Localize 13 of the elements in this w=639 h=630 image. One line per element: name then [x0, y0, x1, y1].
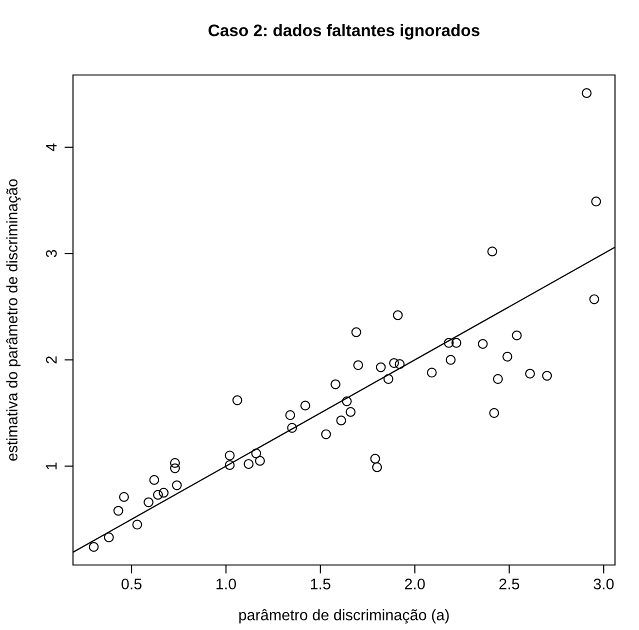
x-axis-title: parâmetro de discriminação (a) [239, 609, 449, 624]
x-tick-label: 2.5 [499, 578, 520, 590]
y-tick-label: 4 [46, 143, 57, 152]
y-tick-label: 1 [46, 462, 57, 470]
x-tick-label: 3.0 [594, 578, 614, 590]
y-tick-label: 3 [46, 250, 57, 258]
y-axis-title: estimativa do parâmetro de discriminação [6, 179, 21, 461]
chart-title: Caso 2: dados faltantes ignorados [208, 24, 480, 40]
y-tick-label: 2 [46, 356, 57, 364]
x-tick-label: 1.0 [216, 578, 236, 590]
x-tick-label: 1.5 [310, 578, 330, 590]
x-tick-label: 0.5 [122, 578, 142, 590]
x-tick-label: 2.0 [404, 578, 425, 590]
